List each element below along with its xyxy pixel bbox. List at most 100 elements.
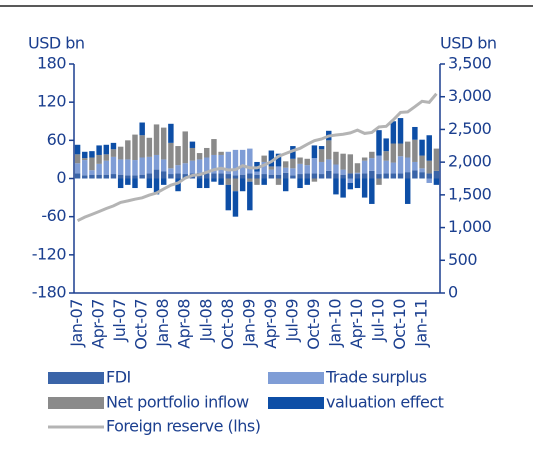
bar [110,156,117,175]
bar [132,134,138,161]
bar [96,163,102,175]
bar [110,174,117,179]
bar [168,174,174,179]
bar [390,143,397,163]
bar [103,174,110,179]
bar [204,157,210,174]
bar [261,174,267,179]
bar [404,141,411,158]
bar [96,145,102,155]
bar [412,139,418,162]
bar [125,178,131,185]
bar [340,153,346,170]
bar [132,160,138,176]
bar [225,178,232,185]
bar [354,174,361,179]
bar [326,170,332,179]
bar [89,170,95,175]
bar [168,168,174,175]
bar [232,178,239,192]
bar [117,146,124,160]
y2-tick-label: 2,500 [448,119,492,138]
bar [369,158,375,171]
bar [354,163,361,173]
x-tick-label: Apr-10 [347,299,366,349]
legend-label: valuation effect [326,393,444,412]
bar [139,157,145,175]
bar [182,131,188,164]
bar [261,178,267,185]
bar [318,174,325,179]
bar [383,160,389,174]
bar [419,139,425,156]
bar [232,175,239,179]
bar [397,143,404,157]
bar [340,169,346,175]
bar [132,178,138,189]
bar [182,163,188,175]
bar [82,158,88,161]
bar [376,178,382,185]
bar [383,138,389,152]
bar [412,170,418,179]
bar [82,151,88,159]
bar [82,160,88,176]
bar [211,173,217,179]
bar [275,178,282,185]
bar [290,158,296,169]
bar [225,174,232,179]
bar [247,148,253,174]
bar [361,178,368,198]
bar [311,145,318,159]
bar [204,173,210,179]
bar [168,123,174,143]
bar [89,151,95,158]
legend-label: Foreign reserve (lhs) [106,417,260,436]
legend-label: Net portfolio inflow [106,393,249,412]
bar [426,135,432,161]
bar [247,181,253,211]
bar [347,154,354,174]
x-tick-label: Jul-09 [282,299,301,343]
x-tick-label: Jul-10 [369,299,388,343]
bar [204,147,210,158]
x-tick-label: Apr-08 [175,299,194,349]
bar [326,159,332,171]
bar [125,175,131,179]
bar [139,135,145,158]
bar [376,174,382,179]
bar [82,175,88,179]
bar [318,161,325,175]
bar [254,178,260,185]
x-tick-label: Jan-09 [239,299,258,348]
y2-tick-label: 3,000 [448,86,492,105]
bar [326,140,332,160]
y2-tick-label: 500 [448,250,477,269]
bar [96,174,102,179]
bar [218,151,224,155]
bar [247,178,253,182]
bar [189,160,196,174]
bar [89,174,95,179]
bar [153,178,160,195]
bar [268,169,275,175]
bar [117,178,124,189]
y2-tick-label: 2,000 [448,152,492,171]
x-tick-label: Jul-08 [196,299,215,343]
y-tick-label: -120 [32,244,67,263]
bar [175,146,181,166]
bar [290,168,296,176]
x-tick-label: Oct-07 [132,299,151,350]
bar [433,178,440,185]
bar [139,174,145,179]
bar [110,149,117,157]
bar [297,174,303,179]
bar [103,160,110,175]
x-tick-label: Apr-07 [89,299,108,349]
legend-label: FDI [106,368,131,387]
bar [74,173,81,179]
bar [196,159,203,173]
bar [383,151,389,161]
bar [189,141,196,148]
